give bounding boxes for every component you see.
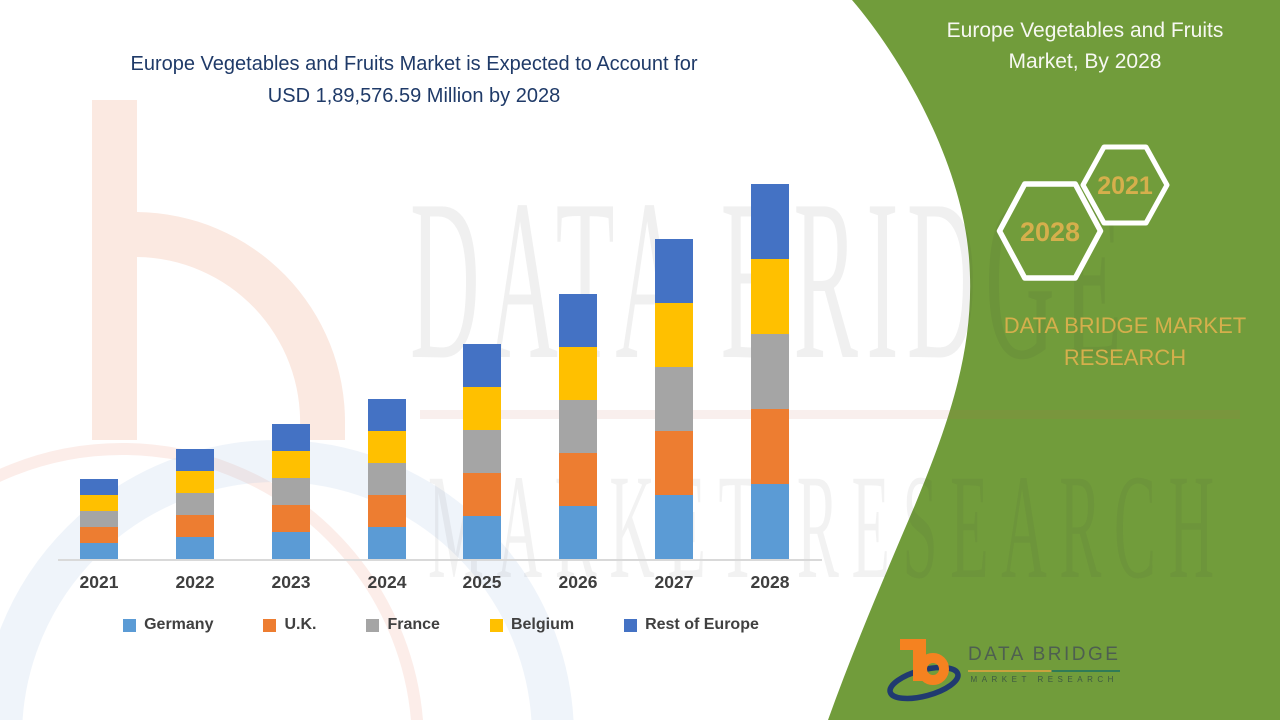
bar-segment-u-k--2024 xyxy=(368,495,406,527)
panel-heading-line1: Europe Vegetables and Fruits xyxy=(946,19,1224,42)
bar-segment-u-k--2023 xyxy=(272,505,310,532)
bar-segment-rest-of-europe-2028 xyxy=(751,184,789,259)
bar-segment-u-k--2027 xyxy=(655,431,693,495)
legend-item-rest-of-europe: Rest of Europe xyxy=(624,616,759,634)
x-label-2021: 2021 xyxy=(79,572,119,592)
hexagon-2028-label: 2028 xyxy=(1020,217,1080,247)
databridge-logo-icon xyxy=(887,639,961,702)
bar-segment-belgium-2021 xyxy=(80,495,118,511)
legend-label: France xyxy=(387,616,440,633)
legend-label: U.K. xyxy=(284,616,317,633)
x-label-2022: 2022 xyxy=(175,572,215,592)
bar-segment-u-k--2028 xyxy=(751,409,789,484)
bar-segment-germany-2026 xyxy=(559,506,597,559)
x-label-2028: 2028 xyxy=(750,572,790,592)
bar-segment-france-2027 xyxy=(655,367,693,431)
bar-segment-france-2023 xyxy=(272,478,310,505)
bar-segment-rest-of-europe-2024 xyxy=(368,399,406,431)
legend-item-belgium: Belgium xyxy=(489,616,575,634)
bar-2021 xyxy=(80,479,118,559)
legend-label: Germany xyxy=(144,616,214,633)
bar-segment-u-k--2022 xyxy=(176,515,214,537)
chart-title-line2: USD 1,89,576.59 Million by 2028 xyxy=(267,85,561,107)
legend-swatch-icon xyxy=(489,618,503,632)
bar-2027 xyxy=(655,239,693,559)
bar-segment-germany-2028 xyxy=(751,484,789,559)
bar-segment-germany-2022 xyxy=(176,537,214,559)
brand-heading-line2: RESEARCH xyxy=(1063,345,1187,370)
x-label-2024: 2024 xyxy=(367,572,407,592)
bar-2025 xyxy=(463,344,501,559)
hexagon-2021 xyxy=(1080,144,1170,226)
brand-heading-line1: DATA BRIDGE MARKET xyxy=(1003,313,1247,338)
bar-segment-u-k--2025 xyxy=(463,473,501,516)
bar-segment-france-2022 xyxy=(176,493,214,515)
bar-segment-rest-of-europe-2025 xyxy=(463,344,501,387)
chart-legend: Germany U.K. France Belgium Rest of Europe xyxy=(60,616,822,634)
legend-label: Rest of Europe xyxy=(645,616,759,633)
bar-segment-france-2024 xyxy=(368,463,406,495)
panel-heading: Europe Vegetables and Fruits Market, By … xyxy=(900,15,1270,77)
bar-segment-belgium-2026 xyxy=(559,347,597,400)
x-label-2023: 2023 xyxy=(271,572,311,592)
footer-logo: DATA BRIDGE MARKET RESEARCH xyxy=(886,636,1121,702)
legend-item-u-k-: U.K. xyxy=(263,616,316,634)
legend-swatch-icon xyxy=(123,618,137,632)
bar-2024 xyxy=(368,399,406,559)
bar-segment-france-2028 xyxy=(751,334,789,409)
x-label-2027: 2027 xyxy=(654,572,694,592)
bar-segment-germany-2025 xyxy=(463,516,501,559)
bar-segment-u-k--2026 xyxy=(559,453,597,506)
bar-2026 xyxy=(559,294,597,559)
x-axis-line xyxy=(58,559,822,561)
bar-2022 xyxy=(176,449,214,559)
chart-title-line1: Europe Vegetables and Fruits Market is E… xyxy=(130,53,698,75)
bar-segment-germany-2021 xyxy=(80,543,118,559)
bar-segment-rest-of-europe-2022 xyxy=(176,449,214,471)
footer-logo-text: DATA BRIDGE MARKET RESEARCH xyxy=(968,644,1121,684)
hexagon-year-badges: 2021 2028 xyxy=(996,144,1170,281)
bar-segment-belgium-2023 xyxy=(272,451,310,478)
bar-segment-rest-of-europe-2026 xyxy=(559,294,597,347)
x-label-2026: 2026 xyxy=(558,572,598,592)
bar-segment-belgium-2025 xyxy=(463,387,501,430)
bar-segment-france-2021 xyxy=(80,511,118,527)
bar-segment-belgium-2024 xyxy=(368,431,406,463)
footer-logo-tagline: MARKET RESEARCH xyxy=(970,675,1118,684)
hexagon-2028 xyxy=(996,181,1104,281)
bar-segment-rest-of-europe-2021 xyxy=(80,479,118,495)
panel-heading-line2: Market, By 2028 xyxy=(1008,50,1162,73)
x-label-2025: 2025 xyxy=(462,572,502,592)
legend-item-france: France xyxy=(366,616,440,634)
bar-segment-france-2026 xyxy=(559,400,597,453)
bar-segment-germany-2024 xyxy=(368,527,406,559)
chart-title: Europe Vegetables and Fruits Market is E… xyxy=(40,48,788,112)
bar-segment-belgium-2022 xyxy=(176,471,214,493)
bar-segment-germany-2027 xyxy=(655,495,693,559)
footer-logo-name: DATA BRIDGE xyxy=(968,644,1121,665)
legend-item-germany: Germany xyxy=(123,616,213,634)
bar-2028 xyxy=(751,184,789,559)
bar-segment-rest-of-europe-2023 xyxy=(272,424,310,451)
bar-segment-u-k--2021 xyxy=(80,527,118,543)
bar-segment-belgium-2028 xyxy=(751,259,789,334)
bar-segment-germany-2023 xyxy=(272,532,310,559)
legend-swatch-icon xyxy=(366,618,380,632)
footer-logo-rule xyxy=(968,670,1121,672)
brand-heading: DATA BRIDGE MARKET RESEARCH xyxy=(955,310,1280,374)
bar-segment-rest-of-europe-2027 xyxy=(655,239,693,303)
bar-segment-belgium-2027 xyxy=(655,303,693,367)
legend-label: Belgium xyxy=(510,616,575,633)
bar-segment-france-2025 xyxy=(463,430,501,473)
legend-swatch-icon xyxy=(624,618,638,632)
bar-2023 xyxy=(272,424,310,559)
hexagon-2021-label: 2021 xyxy=(1097,172,1153,200)
legend-swatch-icon xyxy=(263,618,277,632)
